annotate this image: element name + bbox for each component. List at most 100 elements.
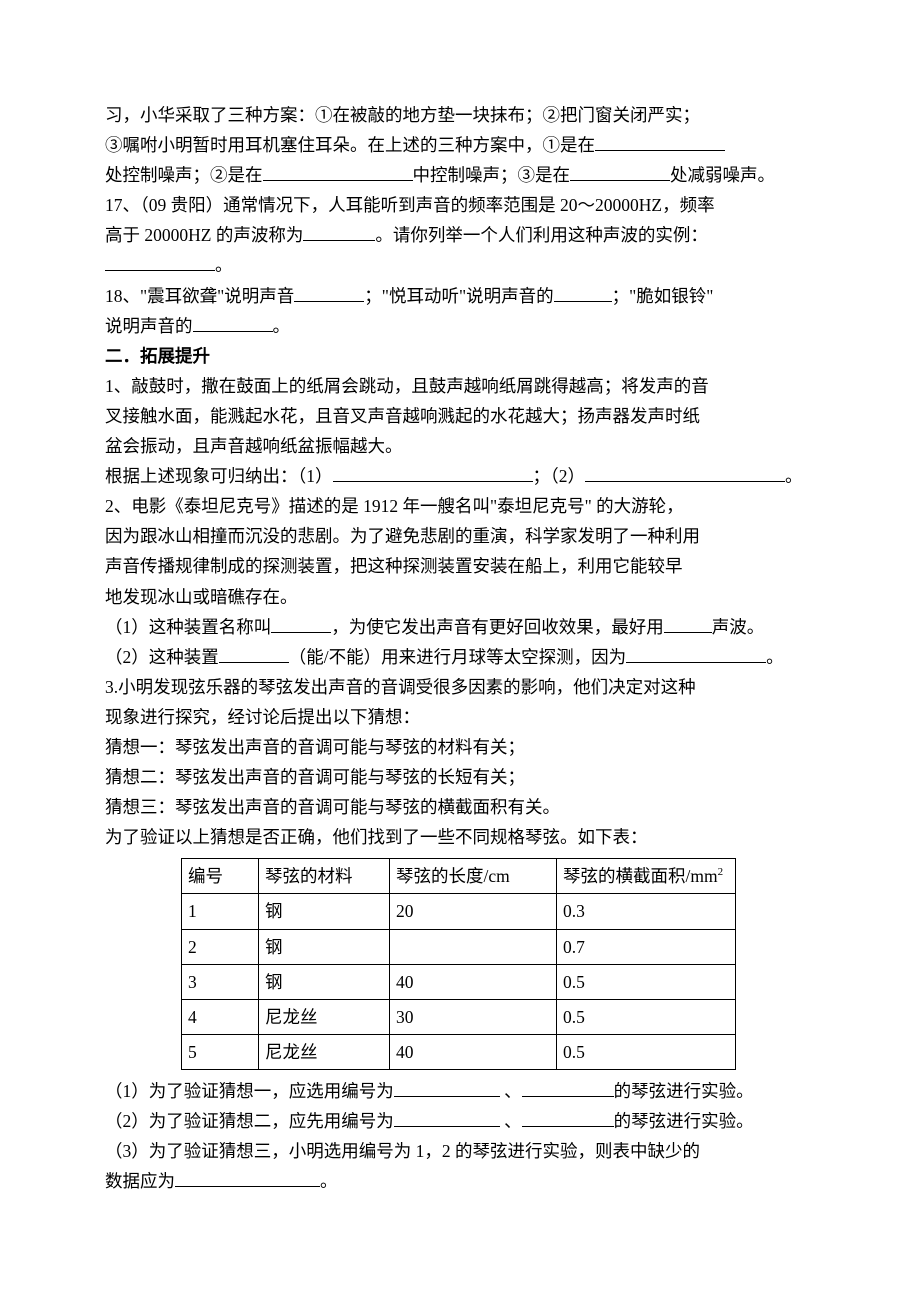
s2-p2a: （2）这种装置 bbox=[105, 647, 219, 667]
s3-p3b: 数据应为 bbox=[105, 1171, 175, 1191]
s1-l2: 叉接触水面，能溅起水花，且音叉声音越响溅起的水花越大；扬声器发声时纸 bbox=[105, 401, 815, 431]
s3-p2a: （2）为了验证猜想二，应先用编号为 bbox=[105, 1111, 394, 1131]
s3-l2: 现象进行探究，经讨论后提出以下猜想： bbox=[105, 702, 815, 732]
q16-line3: 处控制噪声；②是在 中控制噪声；③是在 处减弱噪声。 bbox=[105, 160, 815, 190]
s3-p3-l1: （3）为了验证猜想三，小明选用编号为 1，2 的琴弦进行实验，则表中缺少的 bbox=[105, 1136, 815, 1166]
table-row: 2钢 0.7 bbox=[182, 929, 736, 964]
s1-l4a: 根据上述现象可归纳出：（1） bbox=[105, 466, 333, 486]
blank-s3-3 bbox=[394, 1109, 500, 1128]
blank-s3-2 bbox=[522, 1078, 614, 1097]
q18-d: 说明声音的 bbox=[105, 316, 193, 336]
table-row: 3钢400.5 bbox=[182, 964, 736, 999]
cell: 30 bbox=[390, 999, 557, 1034]
cell: 尼龙丝 bbox=[259, 999, 390, 1034]
s2-p2c: 。 bbox=[766, 647, 784, 667]
cell: 0.7 bbox=[557, 929, 736, 964]
q18-line1: 18、"震耳欲聋"说明声音 ；"悦耳动听"说明声音的 ；"脆如银铃" bbox=[105, 281, 815, 311]
blank-s3-1 bbox=[394, 1078, 500, 1097]
s1-l4c: 。 bbox=[785, 466, 803, 486]
cell: 钢 bbox=[259, 894, 390, 929]
s3-p1c: 的琴弦进行实验。 bbox=[614, 1081, 754, 1101]
q17-text-b2: 。请你列举一个人们利用这种声波的实例： bbox=[375, 225, 708, 245]
cell: 钢 bbox=[259, 964, 390, 999]
blank-s1-2 bbox=[585, 464, 785, 483]
cell: 40 bbox=[390, 1034, 557, 1069]
th-2: 琴弦的长度/cm bbox=[390, 859, 557, 894]
table-row: 5尼龙丝400.5 bbox=[182, 1034, 736, 1069]
q18-c: ；"脆如银铃" bbox=[612, 286, 714, 306]
cell: 0.3 bbox=[557, 894, 736, 929]
s3-p3c: 。 bbox=[320, 1171, 338, 1191]
document-page: 习，小华采取了三种方案：①在被敲的地方垫一块抹布；②把门窗关闭严实； ③嘱咐小明… bbox=[0, 0, 920, 1256]
blank-q16-3 bbox=[570, 163, 670, 182]
blank-q17-1 bbox=[303, 223, 375, 242]
q16-text-b: 处控制噪声；②是在 bbox=[105, 165, 263, 185]
table-row: 1钢200.3 bbox=[182, 894, 736, 929]
cell bbox=[390, 929, 557, 964]
th-3-sup: 2 bbox=[718, 867, 724, 879]
s2-p1a: （1）这种装置名称叫 bbox=[105, 617, 271, 637]
cell: 5 bbox=[182, 1034, 259, 1069]
cell: 3 bbox=[182, 964, 259, 999]
s3-p3-l2: 数据应为 。 bbox=[105, 1166, 815, 1196]
s2-p1: （1）这种装置名称叫，为使它发出声音有更好回收效果，最好用声波。 bbox=[105, 612, 815, 642]
blank-q18-2 bbox=[554, 283, 612, 302]
blank-q16-2 bbox=[263, 163, 413, 182]
th-3-text: 琴弦的横截面积/mm bbox=[563, 866, 718, 886]
cell: 2 bbox=[182, 929, 259, 964]
s2-p2b: （能/不能）用来进行月球等太空探测，因为 bbox=[289, 647, 626, 667]
q16-line1: 习，小华采取了三种方案：①在被敲的地方垫一块抹布；②把门窗关闭严实； bbox=[105, 100, 815, 130]
blank-q17-2 bbox=[105, 253, 215, 272]
blank-q18-1 bbox=[294, 283, 364, 302]
cell: 4 bbox=[182, 999, 259, 1034]
table-row: 4尼龙丝300.5 bbox=[182, 999, 736, 1034]
s3-l3: 为了验证以上猜想是否正确，他们找到了一些不同规格琴弦。如下表： bbox=[105, 822, 815, 852]
th-1: 琴弦的材料 bbox=[259, 859, 390, 894]
s3-p2: （2）为了验证猜想二，应先用编号为 、 的琴弦进行实验。 bbox=[105, 1106, 815, 1136]
s1-l1: 1、敲鼓时，撒在鼓面上的纸屑会跳动，且鼓声越响纸屑跳得越高；将发声的音 bbox=[105, 371, 815, 401]
q16-text-a: ③嘱咐小明暂时用耳机塞住耳朵。在上述的三种方案中，①是在 bbox=[105, 135, 595, 155]
blank-s2-3 bbox=[219, 644, 289, 663]
blank-s2-4 bbox=[626, 644, 766, 663]
q16-text-c: 中控制噪声；③是在 bbox=[413, 165, 571, 185]
s2-l4: 地发现冰山或暗礁存在。 bbox=[105, 582, 815, 612]
blank-s2-2 bbox=[664, 614, 712, 633]
cell: 40 bbox=[390, 964, 557, 999]
q18-a: 18、"震耳欲聋"说明声音 bbox=[105, 286, 294, 306]
s3-g3: 猜想三：琴弦发出声音的音调可能与琴弦的横截面积有关。 bbox=[105, 792, 815, 822]
s3-g1: 猜想一：琴弦发出声音的音调可能与琴弦的材料有关； bbox=[105, 732, 815, 762]
q17-line1: 17、（09 贵阳）通常情况下，人耳能听到声音的频率范围是 20～20000HZ… bbox=[105, 190, 815, 220]
cell: 0.5 bbox=[557, 964, 736, 999]
s2-p2: （2）这种装置 （能/不能）用来进行月球等太空探测，因为 。 bbox=[105, 642, 815, 672]
q18-line2: 说明声音的 。 bbox=[105, 311, 815, 341]
cell: 1 bbox=[182, 894, 259, 929]
section-2-title: 二．拓展提升 bbox=[105, 341, 815, 371]
q16-text-d: 处减弱噪声。 bbox=[670, 165, 775, 185]
s3-p2c: 的琴弦进行实验。 bbox=[614, 1111, 754, 1131]
q17-text-b1: 高于 20000HZ 的声波称为 bbox=[105, 225, 303, 245]
strings-table: 编号 琴弦的材料 琴弦的长度/cm 琴弦的横截面积/mm2 1钢200.3 2钢… bbox=[181, 858, 736, 1070]
cell: 0.5 bbox=[557, 1034, 736, 1069]
s2-l1: 2、电影《泰坦尼克号》描述的是 1912 年一艘名叫"泰坦尼克号" 的大游轮， bbox=[105, 491, 815, 521]
blank-s2-1 bbox=[271, 614, 331, 633]
q18-e: 。 bbox=[273, 316, 291, 336]
s3-g2: 猜想二：琴弦发出声音的音调可能与琴弦的长短有关； bbox=[105, 762, 815, 792]
q18-b: ；"悦耳动听"说明声音的 bbox=[364, 286, 553, 306]
s3-l1: 3.小明发现弦乐器的琴弦发出声音的音调受很多因素的影响，他们决定对这种 bbox=[105, 672, 815, 702]
q16-line2: ③嘱咐小明暂时用耳机塞住耳朵。在上述的三种方案中，①是在 bbox=[105, 130, 815, 160]
cell: 钢 bbox=[259, 929, 390, 964]
s3-p2b: 、 bbox=[500, 1111, 522, 1131]
s2-p1b: ，为使它发出声音有更好回收效果，最好用 bbox=[331, 617, 664, 637]
s2-l3: 声音传播规律制成的探测装置，把这种探测装置安装在船上，利用它能较早 bbox=[105, 551, 815, 581]
s2-l2: 因为跟冰山相撞而沉没的悲剧。为了避免悲剧的重演，科学家发明了一种利用 bbox=[105, 521, 815, 551]
th-3: 琴弦的横截面积/mm2 bbox=[557, 859, 736, 894]
s1-l4b: ；（2） bbox=[533, 466, 586, 486]
q17-line2: 高于 20000HZ 的声波称为。请你列举一个人们利用这种声波的实例：。 bbox=[105, 220, 815, 280]
th-0: 编号 bbox=[182, 859, 259, 894]
s3-p1: （1）为了验证猜想一，应选用编号为 、的琴弦进行实验。 bbox=[105, 1076, 815, 1106]
blank-s1-1 bbox=[333, 464, 533, 483]
cell: 20 bbox=[390, 894, 557, 929]
cell: 0.5 bbox=[557, 999, 736, 1034]
table-header-row: 编号 琴弦的材料 琴弦的长度/cm 琴弦的横截面积/mm2 bbox=[182, 859, 736, 894]
s3-p1b: 、 bbox=[500, 1081, 522, 1101]
